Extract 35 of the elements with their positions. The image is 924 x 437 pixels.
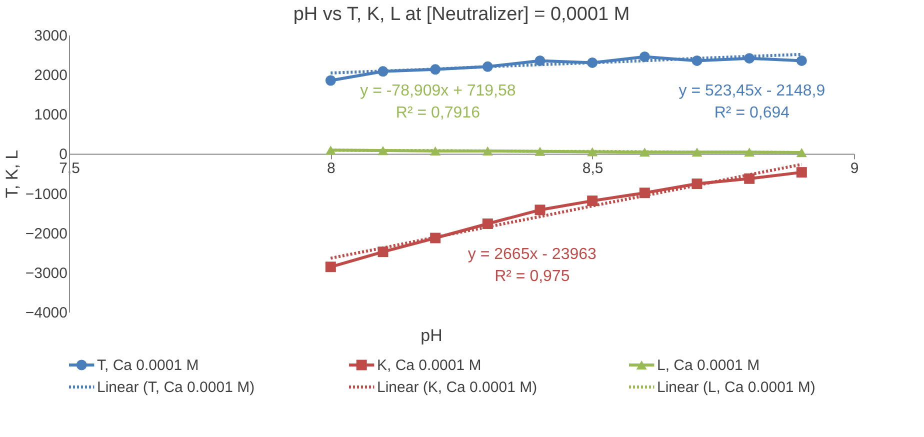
y-tick-label: −3000 bbox=[25, 264, 68, 282]
y-tick-label: −4000 bbox=[25, 304, 68, 322]
y-axis-title: T, K, L bbox=[2, 150, 22, 198]
y-tick-label: −1000 bbox=[25, 186, 68, 203]
y-tick-label: 2000 bbox=[34, 67, 68, 84]
annotation: y = 2665x - 23963 bbox=[468, 246, 597, 263]
legend-label: Linear (T, Ca 0.0001 M) bbox=[97, 379, 255, 396]
point bbox=[796, 55, 807, 66]
y-tick-label: 3000 bbox=[34, 28, 68, 44]
legend-label: Linear (K, Ca 0.0001 M) bbox=[377, 379, 538, 396]
annotation: R² = 0,7916 bbox=[396, 104, 480, 122]
legend-label: L, Ca 0.0001 M bbox=[657, 357, 760, 374]
point bbox=[325, 262, 336, 272]
y-tick-label: 0 bbox=[59, 146, 68, 164]
y-tick-label: 1000 bbox=[34, 106, 68, 124]
x-axis-title: pH bbox=[420, 326, 442, 345]
legend-label: Linear (L, Ca 0.0001 M) bbox=[657, 379, 816, 396]
legend-label: K, Ca 0.0001 M bbox=[377, 357, 482, 374]
annotation: R² = 0,975 bbox=[494, 268, 570, 285]
x-tick-label: 8 bbox=[326, 160, 336, 178]
point bbox=[587, 196, 598, 206]
chart-title: pH vs T, K, L at [Neutralizer] = 0,0001 M bbox=[293, 4, 630, 25]
point bbox=[587, 147, 598, 156]
annotation: y = -78,909x + 719,58 bbox=[360, 82, 516, 100]
annotation: y = 523,45x - 2148,9 bbox=[678, 82, 826, 100]
point bbox=[534, 204, 546, 216]
annotation: R² = 0,694 bbox=[714, 104, 790, 122]
x-tick-label: 8,5 bbox=[582, 160, 604, 178]
point bbox=[796, 148, 807, 158]
point bbox=[796, 167, 807, 178]
legend-label: T, Ca 0.0001 M bbox=[97, 357, 199, 374]
point bbox=[744, 173, 755, 184]
point bbox=[325, 75, 336, 86]
y-tick-label: −2000 bbox=[25, 225, 68, 242]
x-tick-label: 9 bbox=[850, 160, 859, 178]
